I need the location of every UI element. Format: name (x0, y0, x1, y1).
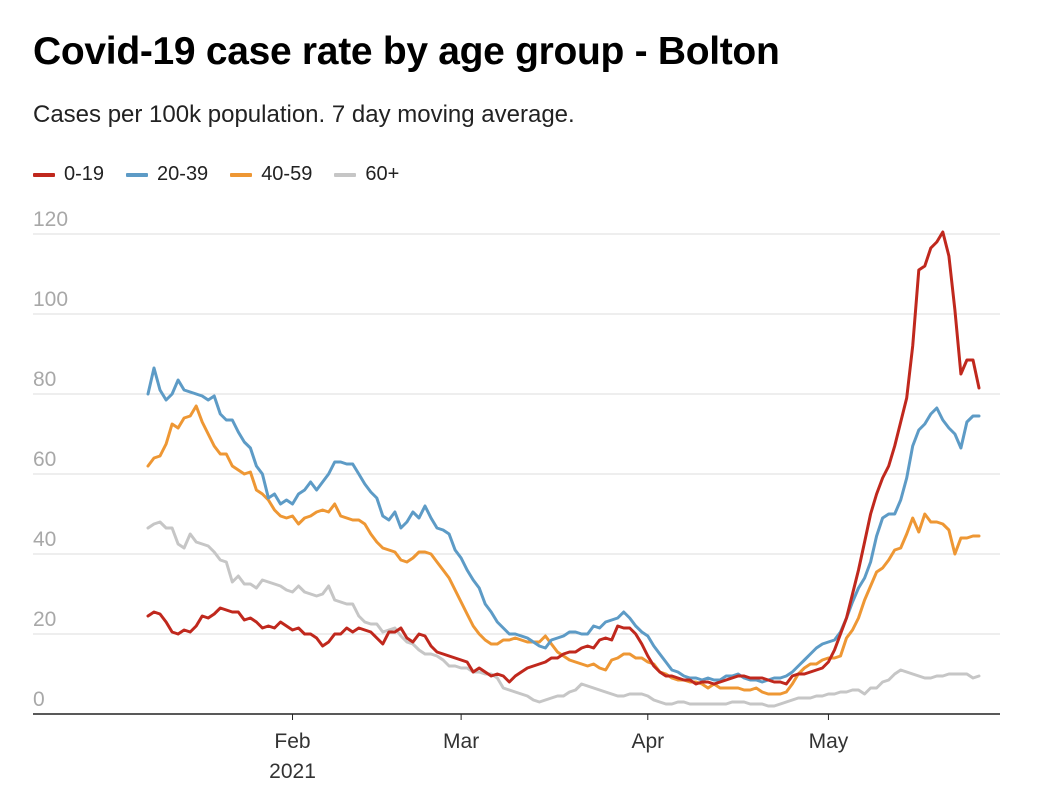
legend-label: 0-19 (64, 163, 105, 185)
legend-swatch (230, 172, 253, 177)
x-tick-sublabel: 2021 (269, 760, 316, 783)
legend-item: 0-19 (33, 163, 104, 186)
series-line-60plus (146, 520, 981, 708)
y-tick-label: 40 (33, 528, 56, 551)
chart-subtitle: Cases per 100k population. 7 day moving … (33, 101, 575, 128)
legend-item: 20-39 (126, 163, 208, 186)
y-tick-label: 0 (33, 688, 45, 711)
x-tick-label: May (809, 730, 849, 753)
y-tick-label: 60 (33, 448, 56, 471)
legend-swatch (126, 172, 149, 177)
x-tick-label: Mar (443, 730, 479, 753)
legend-swatch (33, 172, 55, 177)
y-tick-label: 120 (33, 208, 68, 231)
legend-label: 60+ (365, 163, 400, 185)
series-line-20-39 (146, 366, 981, 684)
series-line-40-59 (146, 404, 981, 696)
x-tick-label: Apr (631, 730, 664, 753)
legend-item: 40-59 (230, 163, 312, 186)
y-tick-label: 20 (33, 608, 56, 631)
legend-swatch (334, 172, 357, 177)
legend-item: 60+ (334, 163, 399, 186)
legend-label: 20-39 (157, 163, 209, 185)
y-tick-label: 80 (33, 368, 56, 391)
x-tick-label: Feb (274, 730, 310, 753)
legend-label: 40-59 (261, 163, 313, 185)
chart-title: Covid-19 case rate by age group - Bolton (33, 30, 780, 73)
y-tick-label: 100 (33, 288, 68, 311)
legend: 0-19 20-39 40-59 60+ (33, 163, 421, 186)
series-line-0-19 (146, 230, 981, 686)
